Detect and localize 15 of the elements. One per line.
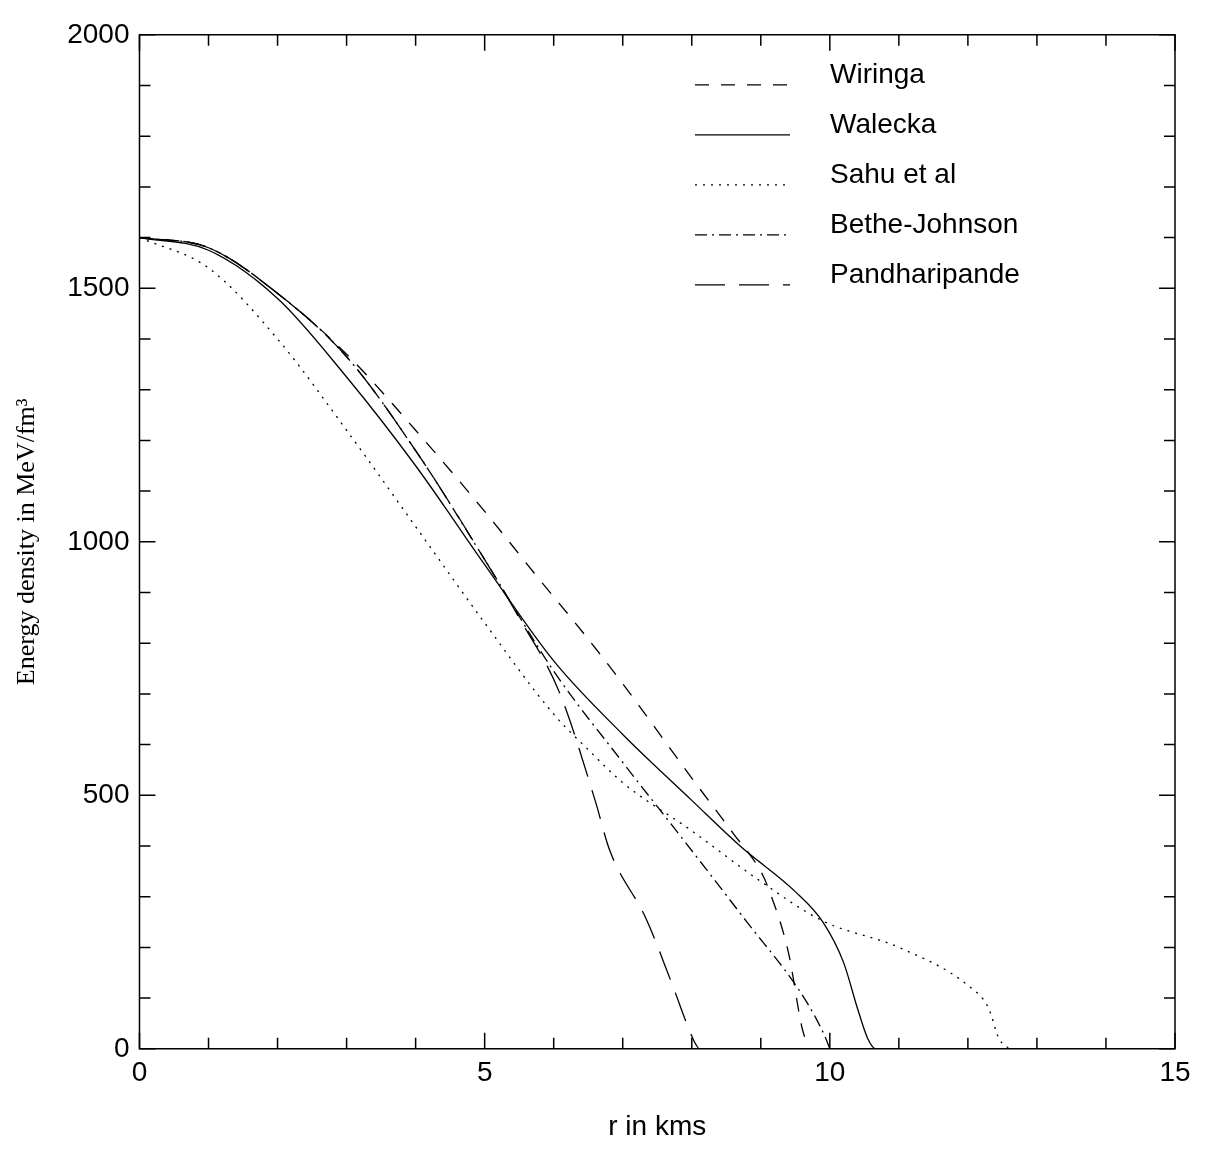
x-tick-label: 15 — [1159, 1056, 1191, 1088]
y-tick-label: 2000 — [67, 17, 130, 49]
x-axis-title: r in kms — [608, 1109, 707, 1141]
legend-label: Sahu et al — [830, 157, 957, 189]
legend-label: Walecka — [830, 107, 937, 139]
legend-label: Pandharipande — [830, 257, 1020, 289]
y-tick-label: 1000 — [67, 524, 130, 556]
y-tick-label: 0 — [113, 1031, 130, 1063]
x-tick-label: 10 — [814, 1056, 846, 1088]
y-tick-label: 500 — [82, 778, 130, 810]
y-axis-title: Energy density in MeV/fm³ — [11, 398, 41, 686]
legend-label: Wiringa — [830, 57, 926, 89]
legend-label: Bethe-Johnson — [830, 207, 1019, 239]
y-tick-label: 1500 — [67, 271, 130, 303]
x-tick-label: 5 — [476, 1056, 493, 1088]
